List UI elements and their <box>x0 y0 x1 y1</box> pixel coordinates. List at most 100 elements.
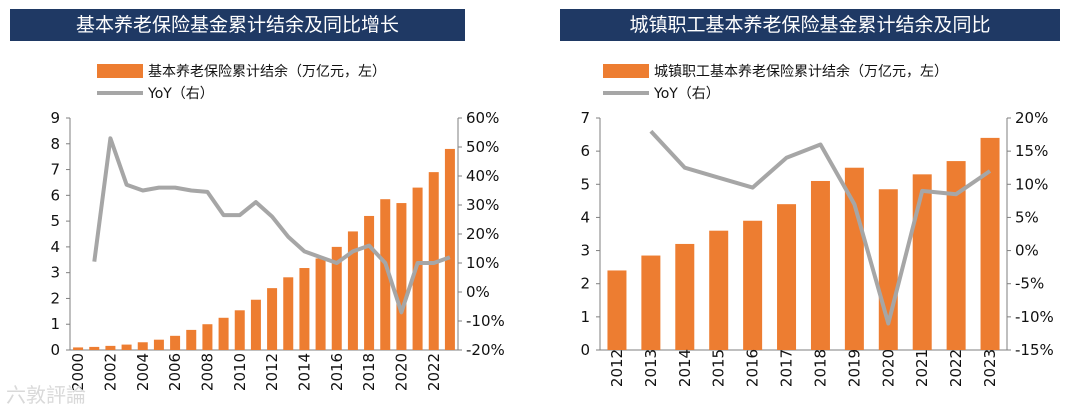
right-axis-tick-label: 20% <box>466 225 499 243</box>
bar-2018 <box>810 180 830 350</box>
bar-2020 <box>396 203 407 350</box>
bar-2010 <box>234 310 245 350</box>
left-axis-tick-label: 7 <box>50 161 60 179</box>
bar-2017 <box>777 204 797 350</box>
left-chart-panel: 基本养老保险基金累计结余及同比增长 基本养老保险累计结余（万亿元，左） YoY（… <box>10 9 505 391</box>
x-axis-tick-label: 2014 <box>295 353 313 391</box>
bar-2014 <box>675 243 695 350</box>
x-axis-tick-label: 2013 <box>642 349 660 387</box>
x-axis-tick-label: 2015 <box>710 349 728 387</box>
right-axis-tick-label: 60% <box>466 109 499 127</box>
right-axis-tick-label: -20% <box>466 341 505 359</box>
right-chart-title: 城镇职工基本养老保险基金累计结余及同比 <box>560 9 1060 41</box>
left-axis-tick-label: 6 <box>580 142 590 160</box>
right-axis-tick-label: -15% <box>1015 341 1054 359</box>
bar-2023 <box>980 137 1000 350</box>
left-axis-tick-label: 2 <box>50 289 60 307</box>
left-axis-tick-label: 2 <box>580 275 590 293</box>
x-axis-tick-label: 2002 <box>101 353 119 391</box>
right-axis-tick-label: 50% <box>466 138 499 156</box>
right-axis-tick-label: 10% <box>466 254 499 272</box>
x-axis-tick-label: 2021 <box>913 349 931 387</box>
left-axis-tick-label: 4 <box>580 208 590 226</box>
x-axis-tick-label: 2016 <box>328 353 346 391</box>
legend-line-label: YoY（右） <box>654 86 720 102</box>
bar-2002 <box>105 345 116 350</box>
x-axis-tick-label: 2017 <box>778 349 796 387</box>
x-axis-tick-label: 2023 <box>981 349 999 387</box>
left-axis-tick-label: 3 <box>50 264 60 282</box>
left-chart-legend: 基本养老保险累计结余（万亿元，左） YoY（右） <box>97 60 386 104</box>
left-axis-tick-label: 3 <box>580 242 590 260</box>
bar-2006 <box>170 335 181 350</box>
left-chart-svg: 0 1 2 3 4 5 6 7 8 9 -20% -10% 0% 10% 20% 30% 40% 50% 60% 20… <box>50 109 505 391</box>
x-axis-tick-label: 2016 <box>744 349 762 387</box>
x-axis-tick-label: 2012 <box>608 349 626 387</box>
legend-item-line: YoY（右） <box>603 82 948 104</box>
left-axis-tick-label: 1 <box>50 315 60 333</box>
right-axis-tick-label: 40% <box>466 167 499 185</box>
x-axis-tick-label: 2006 <box>166 353 184 391</box>
legend-bar-label: 基本养老保险累计结余（万亿元，左） <box>148 64 386 80</box>
x-axis-tick-label: 2012 <box>263 353 281 391</box>
bar-2013 <box>641 255 661 350</box>
bar-2013 <box>283 277 294 350</box>
legend-line-label: YoY（右） <box>148 86 214 102</box>
x-axis-tick-label: 2014 <box>676 349 694 387</box>
x-axis-tick-label: 2000 <box>69 353 87 391</box>
left-axis-tick-label: 9 <box>50 109 60 127</box>
left-axis-tick-label: 8 <box>50 135 60 153</box>
x-axis-tick-label: 2022 <box>425 353 443 391</box>
x-axis-tick-label: 2020 <box>879 349 897 387</box>
legend-item-line: YoY（右） <box>97 82 386 104</box>
right-axis-tick-label: 20% <box>1015 109 1048 127</box>
bar-2009 <box>218 317 229 350</box>
left-axis-tick-label: 6 <box>50 186 60 204</box>
bar-2001 <box>89 346 100 350</box>
right-axis-tick-label: -10% <box>1015 308 1054 326</box>
x-axis-tick-label: 2019 <box>845 349 863 387</box>
bar-2016 <box>331 246 342 350</box>
legend-line-swatch <box>603 91 649 95</box>
bar-2005 <box>153 339 164 350</box>
bar-2015 <box>709 230 729 350</box>
x-axis-tick-label: 2004 <box>134 353 152 391</box>
right-chart-legend: 城镇职工基本养老保险累计结余（万亿元，左） YoY（右） <box>603 60 948 104</box>
right-axis-tick-label: 30% <box>466 196 499 214</box>
bar-2008 <box>202 324 213 350</box>
bar-2003 <box>121 344 132 350</box>
legend-item-bar: 基本养老保险累计结余（万亿元，左） <box>97 60 386 82</box>
bar-2014 <box>299 268 310 350</box>
left-axis-tick-label: 4 <box>50 238 60 256</box>
right-axis-tick-label: 0% <box>1015 242 1039 260</box>
bar-2023 <box>444 148 455 350</box>
bar-2017 <box>347 231 358 350</box>
bar-2019 <box>844 167 864 350</box>
right-axis-tick-label: 5% <box>1015 208 1039 226</box>
x-axis-tick-label: 2022 <box>947 349 965 387</box>
right-chart-panel: 城镇职工基本养老保险基金累计结余及同比 城镇职工基本养老保险累计结余（万亿元，左… <box>540 0 1080 414</box>
left-chart-title: 基本养老保险基金累计结余及同比增长 <box>10 9 465 41</box>
bar-2011 <box>250 299 261 350</box>
legend-bar-label: 城镇职工基本养老保险累计结余（万亿元，左） <box>654 64 948 80</box>
bar-2012 <box>267 288 278 350</box>
bar-2020 <box>878 189 898 350</box>
left-axis-tick-label: 0 <box>580 341 590 359</box>
x-axis-tick-label: 2008 <box>198 353 216 391</box>
bar-2021 <box>912 174 932 350</box>
legend-bar-swatch <box>603 64 649 78</box>
right-axis-tick-label: -5% <box>1015 275 1044 293</box>
left-axis-tick-label: 5 <box>580 175 590 193</box>
bar-2018 <box>364 215 375 350</box>
legend-line-swatch <box>97 91 143 95</box>
legend-item-bar: 城镇职工基本养老保险累计结余（万亿元，左） <box>603 60 948 82</box>
watermark-text: 六敦評論 <box>6 383 86 407</box>
bar-2004 <box>137 342 148 350</box>
x-axis-tick-label: 2018 <box>360 353 378 391</box>
right-axis-tick-label: -10% <box>466 312 505 330</box>
left-axis-tick-label: 7 <box>580 109 590 127</box>
left-axis-tick-label: 5 <box>50 212 60 230</box>
x-axis-tick-label: 2020 <box>392 353 410 391</box>
bar-2015 <box>315 258 326 350</box>
bar-2012 <box>607 270 627 350</box>
